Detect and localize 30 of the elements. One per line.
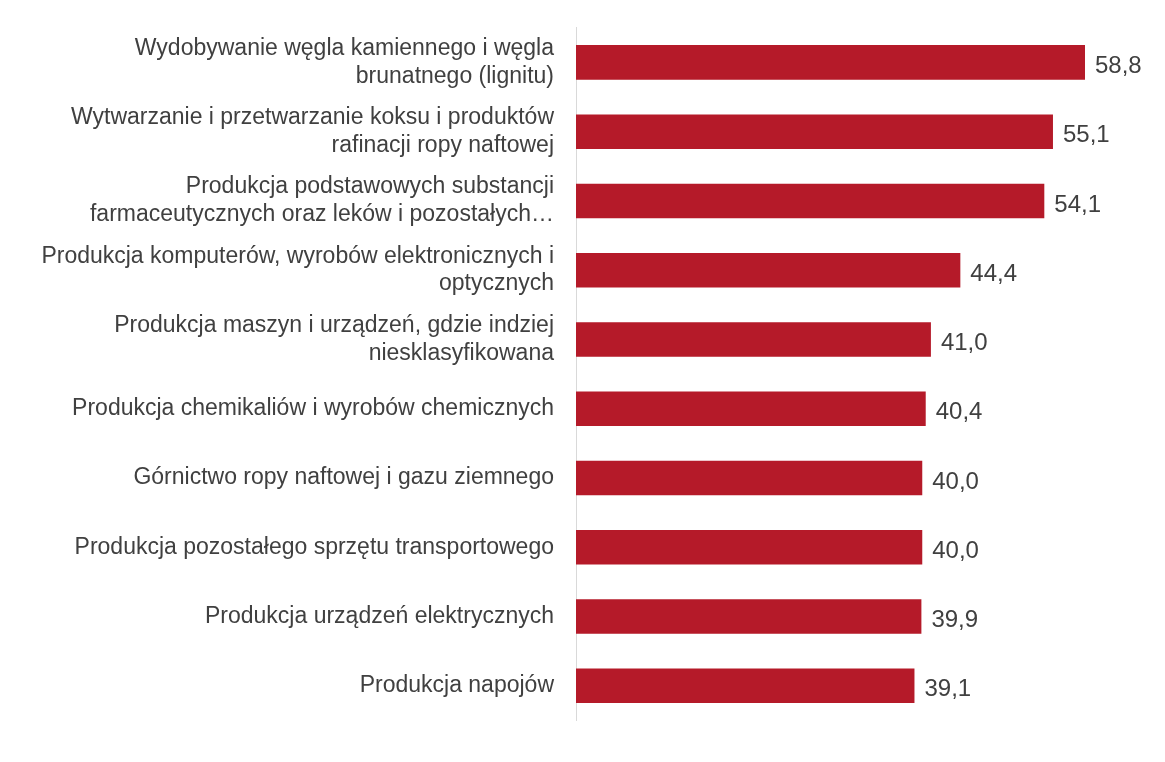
data-label: 54,1: [1054, 189, 1102, 217]
y-tick-label: Produkcja chemikaliów i wyrobów chemicznych: [72, 394, 554, 421]
data-label: 39,1: [924, 674, 972, 702]
bar: [576, 45, 1085, 80]
bar: [576, 252, 961, 288]
bar: [576, 460, 923, 496]
bar: [576, 668, 915, 704]
data-label: 39,9: [931, 605, 979, 633]
bar: [576, 183, 1045, 219]
y-tick-label: Produkcja napojów: [359, 671, 555, 698]
y-tick-label: Wydobywanie węgla kamiennego i węgla brunatnego (lignitu): [134, 33, 555, 88]
data-label: 41,0: [940, 328, 988, 356]
data-label: 58,8: [1095, 51, 1142, 79]
data-label: 40,0: [932, 466, 979, 494]
y-tick-label: Produkcja podstawowych substancji farmaceutycznych oraz leków i pozostałych…: [89, 172, 554, 227]
bar: [576, 529, 923, 565]
y-tick-label: Produkcja pozostałego sprzętu transportowego: [74, 532, 554, 559]
bar: [576, 114, 1053, 150]
data-label: 40,4: [935, 397, 983, 425]
data-label: 44,4: [970, 258, 1018, 286]
y-tick-label: Produkcja komputerów, wyrobów elektronicznych i optycznych: [41, 241, 554, 296]
data-label: 55,1: [1062, 120, 1110, 148]
y-tick-label: Górnictwo ropy naftowej i gazu ziemnego: [133, 463, 554, 490]
y-tick-label: Produkcja urządzeń elektrycznych: [205, 601, 554, 628]
bar: [576, 599, 922, 634]
bar: [576, 322, 931, 357]
y-tick-label: Wytwarzanie i przetwarzanie koksu i produktów rafinacji ropy naftowej: [71, 103, 555, 157]
bar: [576, 391, 926, 427]
y-tick-label: Produkcja maszyn i urządzeń, gdzie indziej niesklasyfikowana: [114, 311, 555, 365]
data-label: 40,0: [932, 535, 979, 563]
